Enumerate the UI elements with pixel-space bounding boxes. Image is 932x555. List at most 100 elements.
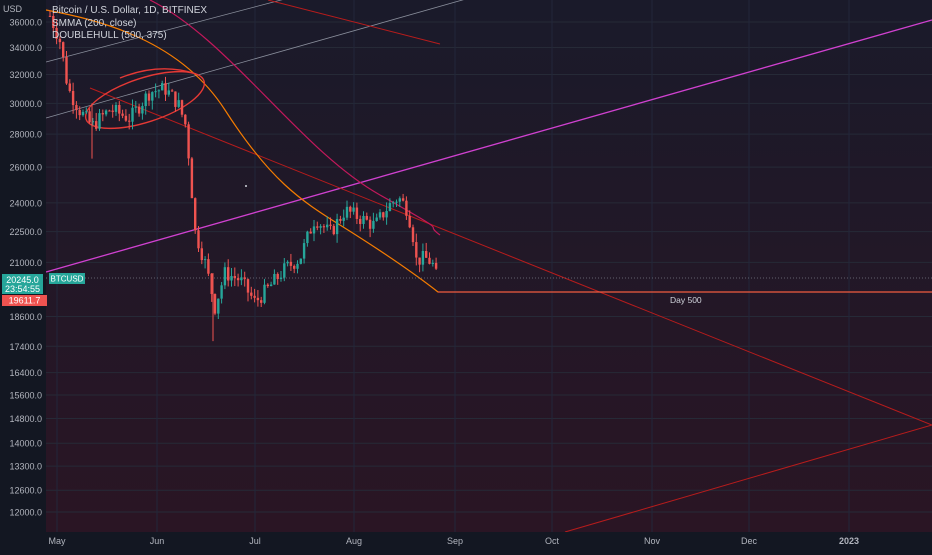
- candle-body: [233, 276, 236, 279]
- candle-body: [368, 219, 372, 229]
- candle-body: [52, 15, 55, 29]
- candle-body: [223, 267, 227, 286]
- candle-body: [203, 259, 207, 261]
- candle-body: [365, 215, 368, 220]
- candle-body: [405, 200, 408, 216]
- candle-body: [144, 93, 147, 107]
- candle-body: [345, 206, 349, 218]
- candle-body: [236, 278, 240, 281]
- last-price-tag: [2, 274, 43, 294]
- candle-body: [154, 91, 157, 93]
- price-tick-label: 12000.0: [9, 508, 42, 518]
- candle-body: [395, 201, 398, 203]
- symbol-tag: [49, 273, 85, 284]
- time-tick-label: Nov: [644, 536, 661, 546]
- marker-dot: [245, 185, 247, 187]
- candle-body: [279, 277, 283, 279]
- candle-body: [118, 104, 121, 114]
- candle-body: [227, 267, 230, 281]
- highlight-ellipse: [84, 70, 206, 130]
- candle-body: [398, 198, 401, 202]
- candle-body: [220, 285, 223, 299]
- doublehull-line: [45, 9, 932, 293]
- day-500-label: Day 500: [670, 295, 702, 305]
- price-tick-label: 30000.0: [9, 99, 42, 109]
- candle-body: [111, 110, 114, 112]
- candle-body: [161, 83, 164, 91]
- smma-line: [149, 0, 441, 236]
- time-tick-label: Dec: [741, 536, 758, 546]
- candle-body: [269, 284, 273, 287]
- candle-body: [392, 202, 395, 204]
- candle-body: [88, 111, 91, 123]
- candle-body: [316, 226, 319, 228]
- candle-body: [200, 248, 203, 261]
- candle-body: [134, 106, 137, 108]
- price-tick-label: 24000.0: [9, 198, 42, 208]
- candle-body: [260, 300, 263, 303]
- candle-body: [58, 38, 62, 43]
- countdown-timer: 23:54:55: [5, 284, 40, 294]
- legend-symbol[interactable]: Bitcoin / U.S. Dollar, 1D, BITFINEX: [52, 5, 208, 16]
- time-tick-label: Sep: [447, 536, 463, 546]
- candle-body: [104, 110, 108, 115]
- candle-body: [108, 110, 111, 112]
- time-tick-label: 2023: [839, 536, 859, 546]
- candle-body: [101, 113, 104, 115]
- candle-body: [55, 28, 58, 39]
- candle-body: [71, 91, 75, 106]
- time-tick-label: May: [48, 536, 66, 546]
- time-axis[interactable]: May Jun Jul Aug Sep Oct Nov Dec 2023: [0, 532, 932, 550]
- candle-body: [141, 106, 144, 114]
- candle-body: [243, 277, 246, 280]
- candle-body: [375, 217, 378, 221]
- trend-line: [89, 87, 932, 426]
- chart-legend: Bitcoin / U.S. Dollar, 1D, BITFINEX SMMA…: [52, 5, 207, 43]
- candle-body: [322, 226, 326, 228]
- candle-body: [128, 120, 131, 122]
- candle-body: [378, 212, 382, 218]
- candle-body: [385, 210, 388, 218]
- candle-body: [362, 215, 365, 224]
- candle-body: [246, 279, 250, 293]
- candle-body: [296, 263, 299, 269]
- candle-body: [137, 106, 141, 114]
- price-tick-label: 14800.0: [9, 414, 42, 424]
- candle-body: [372, 220, 375, 229]
- candle-body: [68, 83, 71, 92]
- candle-body: [382, 212, 385, 218]
- candle-body: [434, 262, 438, 269]
- price-tick-label: 28000.0: [9, 130, 42, 140]
- candle-body: [359, 218, 362, 224]
- candle-body: [180, 100, 184, 115]
- price-tick-label: 14000.0: [9, 439, 42, 449]
- candle-body: [332, 225, 335, 235]
- candle-body: [352, 207, 355, 212]
- trend-line: [564, 424, 932, 533]
- candle-body: [299, 258, 302, 264]
- regression-line: [45, 0, 283, 63]
- candle-body: [309, 231, 312, 234]
- time-tick-label: Oct: [545, 536, 560, 546]
- price-axis[interactable]: USD 36000.0 34000.0 32000.0 30000.0 28000.0 2…: [0, 0, 46, 532]
- candle-body: [91, 121, 95, 123]
- candle-body: [187, 124, 190, 159]
- candle-body: [266, 284, 269, 287]
- candle-body: [342, 217, 345, 221]
- candle-body: [355, 207, 359, 219]
- candle-body: [98, 113, 101, 129]
- candle-body: [276, 273, 279, 279]
- price-tick-label: 34000.0: [9, 43, 42, 53]
- legend-doublehull[interactable]: DOUBLEHULL (500, 375): [52, 30, 167, 41]
- candle-body: [164, 83, 167, 95]
- price-tick-label: 32000.0: [9, 70, 42, 80]
- candle-body: [293, 265, 296, 269]
- candle-body: [230, 276, 233, 281]
- price-tick-label: 26000.0: [9, 163, 42, 173]
- legend-smma[interactable]: SMMA (200, close): [52, 17, 137, 29]
- candle-body: [151, 92, 154, 101]
- drawing-overlays: Day 500: [45, 0, 932, 533]
- candle-body: [335, 218, 339, 235]
